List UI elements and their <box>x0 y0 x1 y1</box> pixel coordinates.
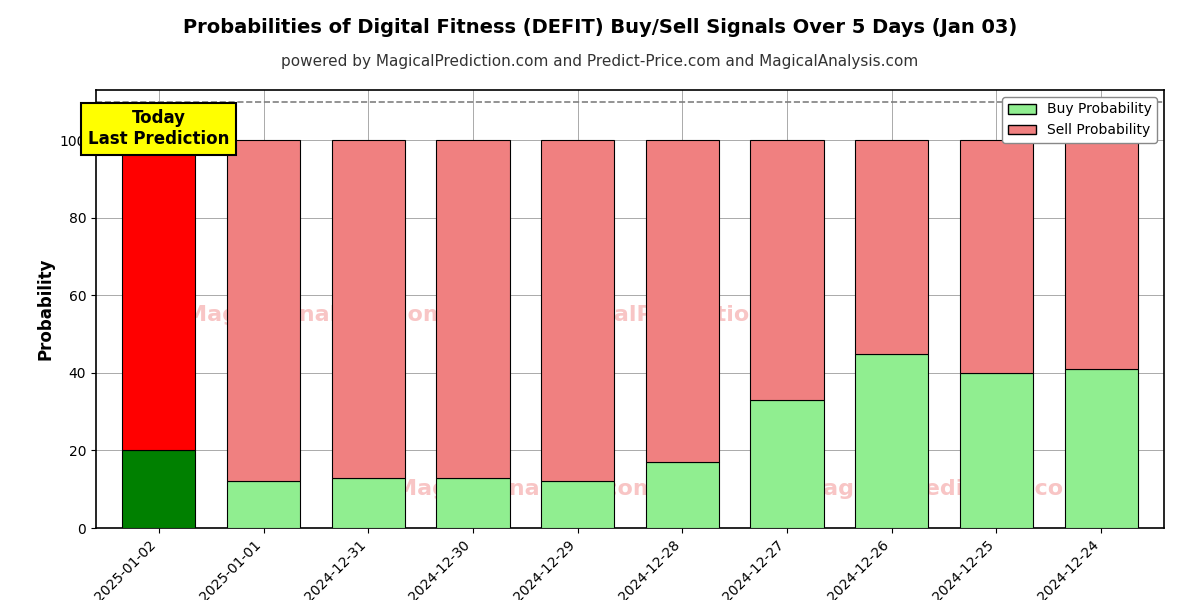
Bar <box>1064 369 1138 528</box>
Text: MagicalPrediction.com: MagicalPrediction.com <box>802 479 1087 499</box>
Text: Probabilities of Digital Fitness (DEFIT) Buy/Sell Signals Over 5 Days (Jan 03): Probabilities of Digital Fitness (DEFIT)… <box>182 18 1018 37</box>
Text: MagicalAnalysis.com: MagicalAnalysis.com <box>395 479 656 499</box>
Bar <box>541 140 614 481</box>
Bar <box>122 451 196 528</box>
Bar <box>122 140 196 451</box>
Bar <box>227 140 300 481</box>
Bar <box>856 353 929 528</box>
Y-axis label: Probability: Probability <box>36 258 54 360</box>
Bar <box>960 373 1033 528</box>
Text: powered by MagicalPrediction.com and Predict-Price.com and MagicalAnalysis.com: powered by MagicalPrediction.com and Pre… <box>281 54 919 69</box>
Bar <box>750 140 823 400</box>
Bar <box>331 140 404 478</box>
Bar <box>750 400 823 528</box>
Text: MagicalPrediction.com: MagicalPrediction.com <box>540 305 826 325</box>
Bar <box>646 462 719 528</box>
Bar <box>960 140 1033 373</box>
Bar <box>541 481 614 528</box>
Text: Today
Last Prediction: Today Last Prediction <box>88 109 229 148</box>
Bar <box>856 140 929 353</box>
Text: MagicalAnalysis.com: MagicalAnalysis.com <box>185 305 446 325</box>
Bar <box>331 478 404 528</box>
Bar <box>227 481 300 528</box>
Bar <box>646 140 719 462</box>
Legend: Buy Probability, Sell Probability: Buy Probability, Sell Probability <box>1002 97 1157 143</box>
Bar <box>437 140 510 478</box>
Bar <box>1064 140 1138 369</box>
Bar <box>437 478 510 528</box>
